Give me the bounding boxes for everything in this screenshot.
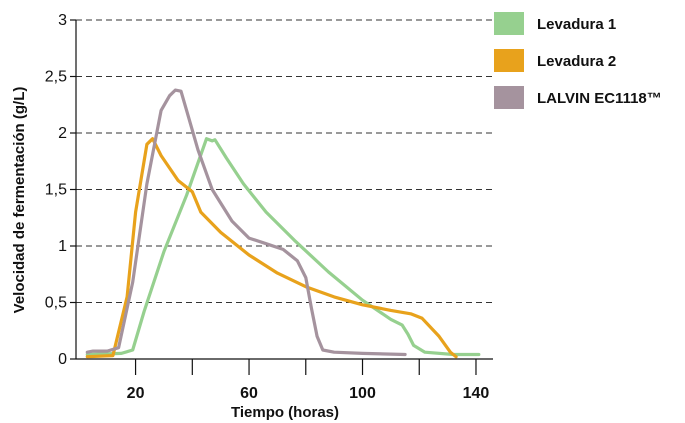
- x-tick-label: 20: [127, 385, 145, 402]
- series-line-2: [85, 137, 458, 359]
- y-axis: 0 0,5 1 1,5 2 2,5 3: [45, 12, 77, 368]
- legend-label-2: Levadura 2: [537, 53, 616, 70]
- x-tick-label: 100: [349, 385, 376, 402]
- y-tick-label: 2,5: [45, 69, 67, 86]
- legend-swatch-2: [494, 49, 524, 72]
- grid-lines: [76, 19, 493, 303]
- x-tick-label: 140: [463, 385, 490, 402]
- series-line-3: [85, 88, 407, 357]
- y-tick-label: 0: [58, 351, 67, 368]
- y-tick-label: 2: [58, 125, 67, 142]
- legend-label-3: LALVIN EC1118™: [537, 90, 662, 107]
- y-tick-label: 1,5: [45, 182, 67, 199]
- series-group: [85, 88, 481, 359]
- x-axis: 20 60 100 140: [76, 358, 493, 402]
- y-tick-label: 3: [58, 12, 67, 29]
- series-line-1: [85, 137, 481, 357]
- legend-label-1: Levadura 1: [537, 16, 616, 33]
- y-tick-label: 0,5: [45, 295, 67, 312]
- x-axis-title: Tiempo (horas): [231, 404, 339, 421]
- y-axis-title: Velocidad de fermentación (g/L): [11, 87, 28, 314]
- legend-swatch-1: [494, 12, 524, 35]
- y-tick-label: 1: [58, 238, 67, 255]
- x-tick-label: 60: [240, 385, 258, 402]
- legend: Levadura 1 Levadura 2 LALVIN EC1118™: [494, 12, 662, 109]
- legend-swatch-3: [494, 86, 524, 109]
